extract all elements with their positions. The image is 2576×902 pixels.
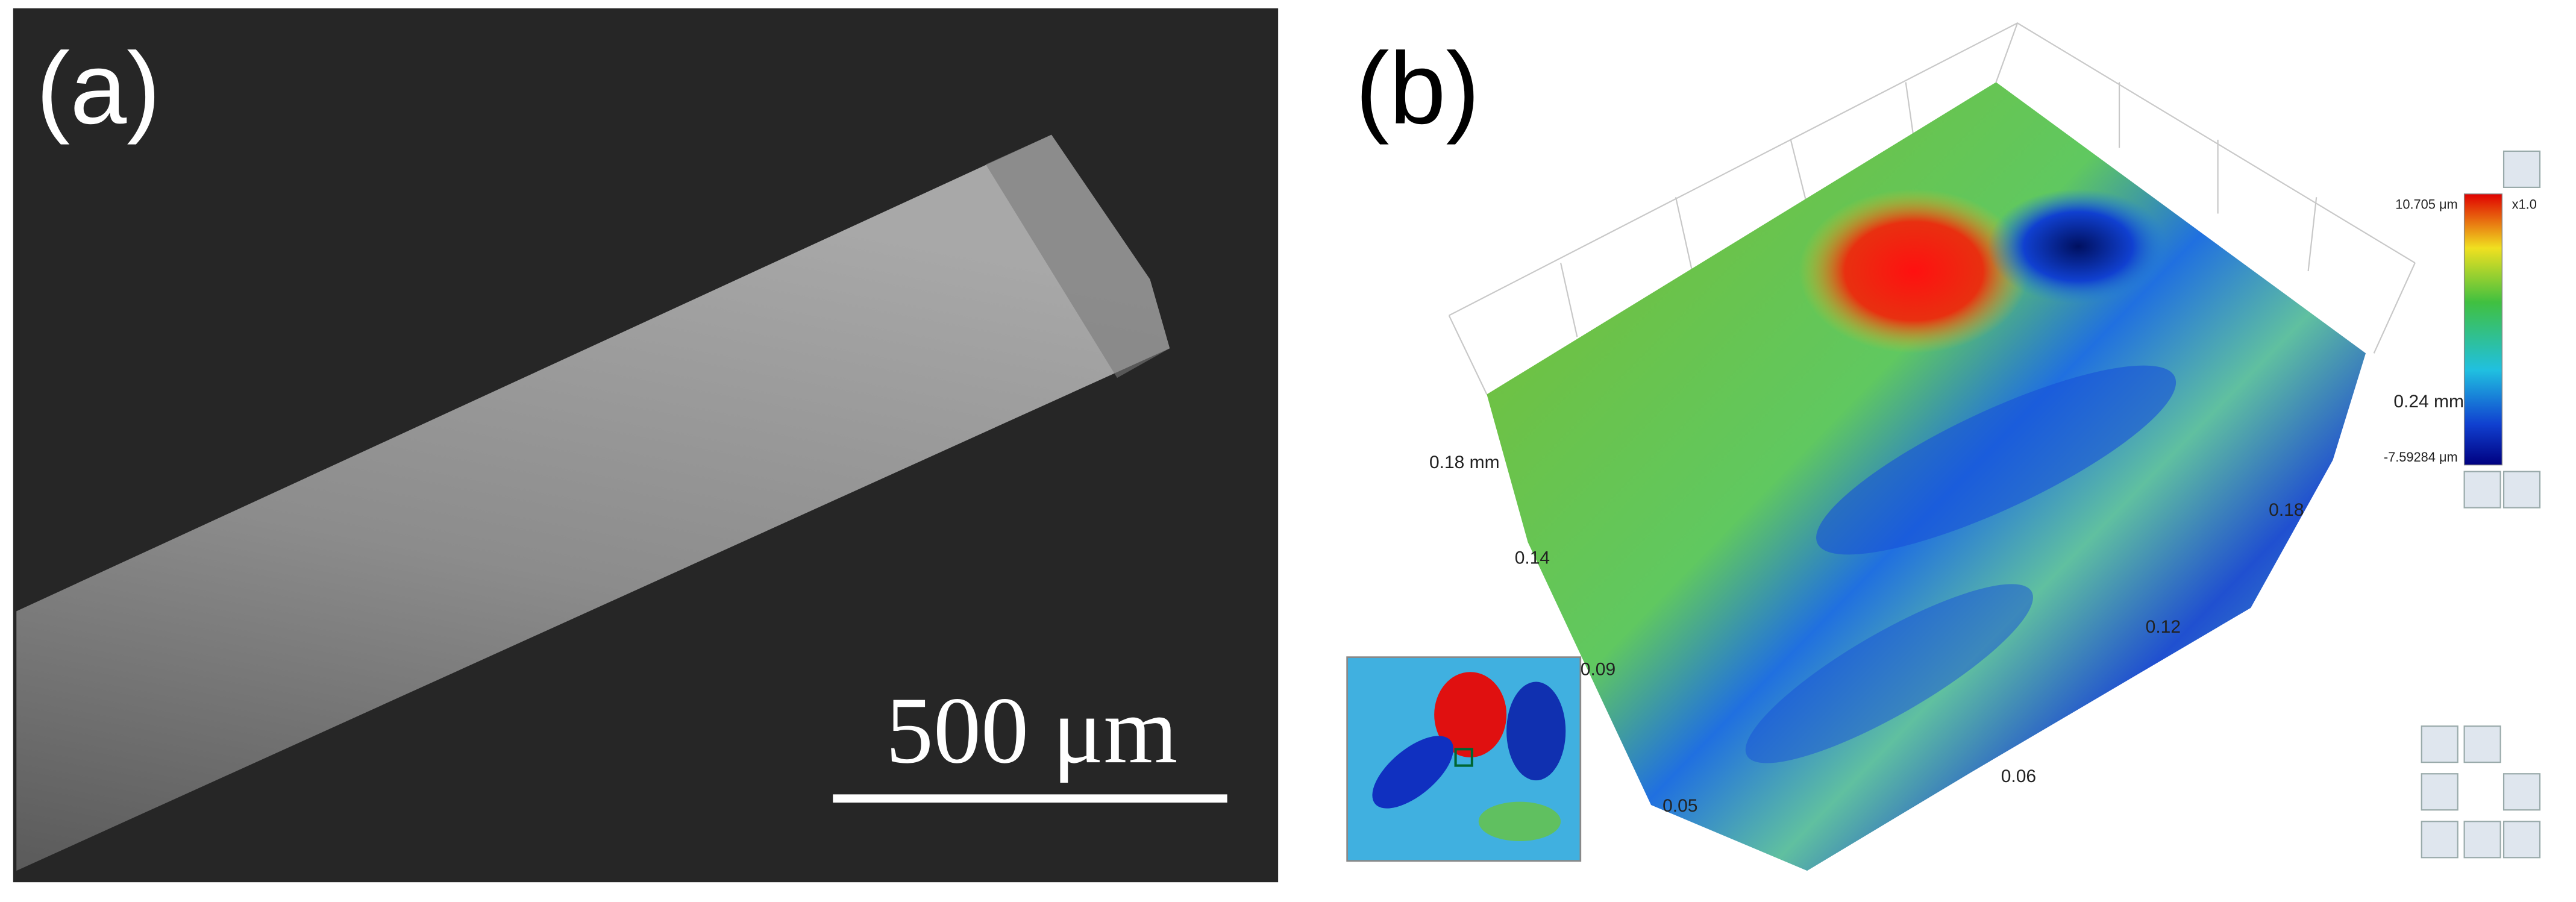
button-left[interactable] — [2421, 773, 2458, 811]
tick-label: 0.06 — [2001, 766, 2036, 786]
inset-peak — [1434, 672, 1507, 757]
inset-valley — [1372, 736, 1453, 809]
surface-valley — [1816, 365, 2176, 555]
tick-label: 0.05 — [1662, 796, 1697, 816]
button-zoom-out[interactable] — [2421, 821, 2458, 859]
sem-rod — [16, 134, 1170, 871]
surface-peak — [1799, 189, 2029, 354]
axis-labels: 0.18 mm 0.14 0.09 0.05 0.24 mm 0.18 0.12… — [1429, 392, 2464, 816]
tick-label: 0.18 — [2269, 500, 2304, 520]
button-right[interactable] — [2502, 773, 2541, 811]
button-down[interactable] — [2463, 821, 2501, 859]
axis-label: 0.24 mm — [2393, 392, 2464, 412]
colorbar — [2463, 193, 2502, 466]
grid-box — [1448, 22, 2416, 395]
button-up[interactable] — [2502, 150, 2541, 189]
tick-label: 0.12 — [2146, 617, 2181, 637]
button-reset[interactable] — [2463, 471, 2501, 509]
button-up[interactable] — [2463, 725, 2501, 763]
button-down[interactable] — [2502, 471, 2541, 509]
axis-label: 0.18 mm — [1429, 453, 1500, 472]
button-rotate[interactable] — [2502, 821, 2541, 859]
inset-ridge — [1478, 801, 1561, 842]
inset-cursor — [1454, 748, 1473, 767]
panel-label: (b) — [1355, 31, 1480, 145]
surface-pit — [1987, 189, 2169, 304]
inset-pit — [1506, 681, 1566, 781]
scale-bar-label: 500 μm — [886, 678, 1178, 783]
tick-label: 0.09 — [1581, 660, 1615, 680]
tick-label: 0.14 — [1515, 548, 1550, 568]
zoom-factor: x1.0 — [2512, 196, 2537, 211]
button-zoom-in[interactable] — [2421, 725, 2458, 763]
surface-valley — [1745, 584, 2033, 763]
sem-rod-end — [985, 134, 1170, 378]
panel-label: (a) — [36, 31, 161, 145]
colorbar-max: 10.705 μm — [2395, 196, 2457, 211]
colorbar-min: -7.59284 μm — [2384, 449, 2458, 465]
controls[interactable] — [2421, 150, 2541, 859]
